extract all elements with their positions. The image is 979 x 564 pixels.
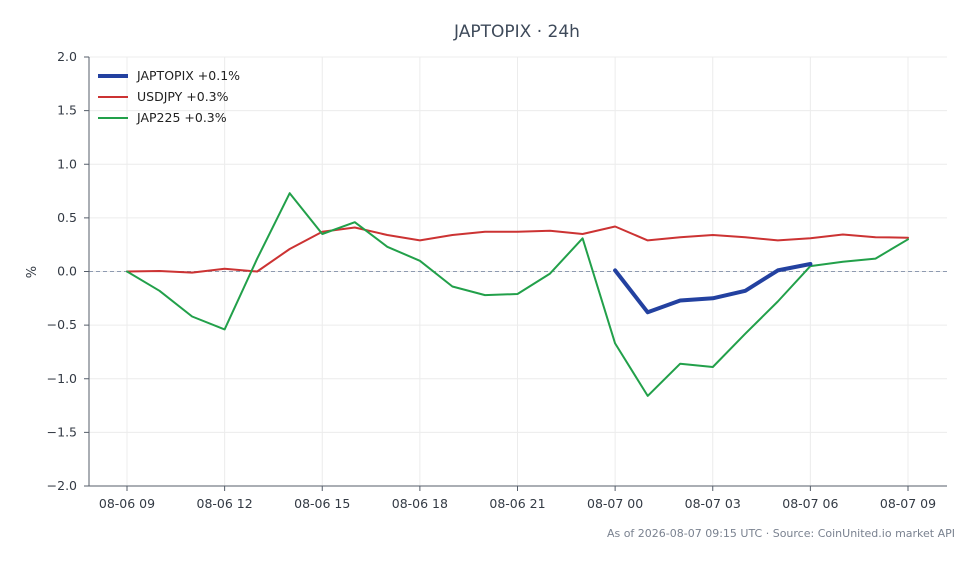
- y-tick-label: −2.0: [47, 478, 77, 493]
- y-tick-label: −1.5: [47, 424, 77, 439]
- x-tick-label: 08-07 00: [587, 496, 643, 511]
- legend-label: JAP225 +0.3%: [136, 110, 227, 125]
- series-line: [126, 192, 909, 397]
- y-axis-label: %: [25, 266, 40, 278]
- x-tick-label: 08-06 18: [392, 496, 448, 511]
- legend: JAPTOPIX +0.1% USDJPY +0.3% JAP225 +0.3%: [98, 68, 240, 125]
- y-tick-label: 0.0: [57, 264, 77, 279]
- y-tick-label: 1.0: [57, 156, 77, 171]
- series-line: [126, 225, 909, 274]
- x-tick-label: 08-06 15: [294, 496, 350, 511]
- x-tick-label: 08-07 09: [880, 496, 936, 511]
- footer-note: As of 2026-08-07 09:15 UTC · Source: Coi…: [607, 527, 955, 540]
- y-tick-label: −0.5: [47, 317, 77, 332]
- y-tick-label: −1.0: [47, 371, 77, 386]
- y-tick-label: 0.5: [57, 210, 77, 225]
- axes: 2.0 1.5 1.0 0.5 0.0 −0.5 −1.0 −1.5 −2.0 08-06 09 0…: [47, 49, 947, 511]
- legend-label: JAPTOPIX +0.1%: [136, 68, 240, 83]
- x-tick-label: 08-07 03: [685, 496, 741, 511]
- legend-label: USDJPY +0.3%: [137, 89, 229, 104]
- x-tick-label: 08-07 06: [782, 496, 838, 511]
- series-group: [126, 192, 909, 397]
- y-tick-label: 2.0: [57, 49, 77, 64]
- x-tick-label: 08-06 12: [197, 496, 253, 511]
- y-tick-label: 1.5: [57, 103, 77, 118]
- x-tick-label: 08-06 21: [489, 496, 545, 511]
- x-tick-label: 08-06 09: [99, 496, 155, 511]
- series-line: [613, 262, 813, 315]
- chart-title: JAPTOPIX · 24h: [453, 22, 580, 42]
- grid: [89, 56, 947, 487]
